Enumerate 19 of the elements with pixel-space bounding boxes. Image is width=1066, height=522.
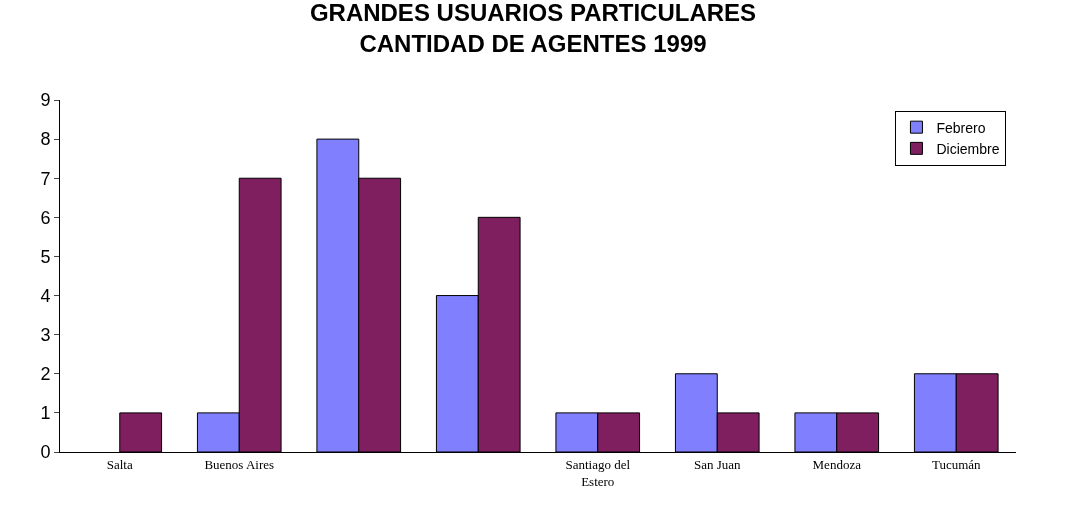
- x-tick-label: Mendoza: [812, 456, 862, 472]
- y-tick-label: 9: [40, 90, 51, 111]
- x-tick-label: Tucumán: [931, 456, 982, 472]
- y-tick-label: 1: [40, 403, 51, 424]
- y-tick-label: 7: [40, 168, 51, 189]
- y-tick-label: 0: [40, 442, 51, 463]
- x-tick-label: Salta: [106, 456, 133, 472]
- y-tick-label: 5: [40, 246, 51, 267]
- x-tick-label: Buenos Aires: [204, 456, 275, 472]
- y-tick-label: 3: [40, 324, 51, 345]
- x-tick-label: San Juan: [693, 456, 742, 472]
- y-tick-label: 8: [40, 129, 51, 150]
- chart-title: GRANDES USUARIOS PARTICULARES CANTIDAD DE AGENTES 1999: [309, 0, 757, 58]
- y-tick-label: 2: [40, 364, 51, 385]
- x-tick-label: Santiago del Estero: [565, 456, 631, 489]
- legend-label: Febrero: [936, 119, 986, 136]
- y-tick-label: 6: [40, 207, 51, 228]
- y-tick-label: 4: [40, 285, 51, 306]
- legend-label: Diciembre: [936, 140, 1000, 157]
